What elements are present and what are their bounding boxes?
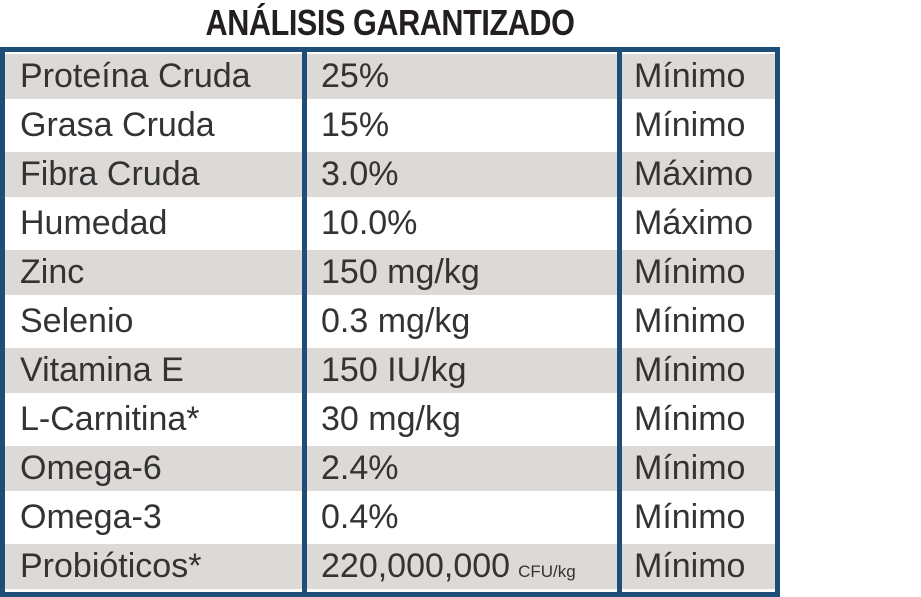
nutrient-value: 0.4%: [321, 498, 399, 536]
table-row: Vitamina E 150 IU/kg Mínimo: [5, 346, 775, 395]
nutrient-name: L-Carnitina*: [20, 400, 200, 438]
min-max-label: Máximo: [634, 204, 754, 242]
table-row: Zinc 150 mg/kg Mínimo: [5, 248, 775, 297]
guaranteed-analysis-table: Probióticos* 220,000,000 CFU/kg Mínimo Omega…: [0, 47, 780, 597]
nutrient-name: Humedad: [20, 204, 168, 242]
column-divider: [302, 52, 307, 592]
min-max-label: Mínimo: [634, 253, 746, 291]
page-title: ANÁLISIS GARANTIZADO: [205, 2, 575, 43]
table-row: L-Carnitina* 30 mg/kg Mínimo: [5, 395, 775, 444]
min-max-label: Mínimo: [634, 57, 746, 95]
value-unit: CFU/kg: [518, 562, 576, 581]
column-divider: [617, 52, 622, 592]
min-max-label: Mínimo: [634, 351, 746, 389]
value-cell: 220,000,000 CFU/kg: [321, 542, 576, 596]
min-max-label: Mínimo: [634, 547, 746, 585]
nutrient-name: Omega-6: [20, 449, 162, 487]
min-max-label: Mínimo: [634, 302, 746, 340]
nutrient-value: 220,000,000: [321, 547, 511, 585]
nutrient-value: 150 mg/kg: [321, 253, 480, 291]
nutrient-name: Vitamina E: [20, 351, 184, 389]
table-row: Probióticos* 220,000,000 CFU/kg Mínimo: [5, 542, 775, 591]
table-row: Selenio 0.3 mg/kg Mínimo: [5, 297, 775, 346]
nutrient-name: Probióticos*: [20, 547, 202, 585]
nutrient-name: Fibra Cruda: [20, 155, 200, 193]
nutrient-value: 0.3 mg/kg: [321, 302, 471, 340]
min-max-label: Máximo: [634, 155, 754, 193]
nutrient-name: Proteína Cruda: [20, 57, 251, 95]
table-row: Proteína Cruda 25% Mínimo: [5, 52, 775, 101]
min-max-label: Mínimo: [634, 106, 746, 144]
nutrient-value: 10.0%: [321, 204, 418, 242]
nutrient-value: 2.4%: [321, 449, 399, 487]
table-row: Humedad 10.0% Máximo: [5, 199, 775, 248]
table-row: Omega-6 2.4% Mínimo: [5, 444, 775, 493]
nutrient-name: Selenio: [20, 302, 134, 340]
nutrient-value: 3.0%: [321, 155, 399, 193]
nutrient-value: 150 IU/kg: [321, 351, 467, 389]
min-max-label: Mínimo: [634, 498, 746, 536]
nutrient-value: 30 mg/kg: [321, 400, 461, 438]
nutrient-name: Zinc: [20, 253, 85, 291]
nutrient-name: Grasa Cruda: [20, 106, 215, 144]
nutrient-value: 15%: [321, 106, 390, 144]
nutrient-name: Omega-3: [20, 498, 162, 536]
table-row: Omega-3 0.4% Mínimo: [5, 493, 775, 542]
min-max-label: Mínimo: [634, 400, 746, 438]
nutrient-value: 25%: [321, 57, 390, 95]
table-row: Fibra Cruda 3.0% Máximo: [5, 150, 775, 199]
table-row: Grasa Cruda 15% Mínimo: [5, 101, 775, 150]
min-max-label: Mínimo: [634, 449, 746, 487]
